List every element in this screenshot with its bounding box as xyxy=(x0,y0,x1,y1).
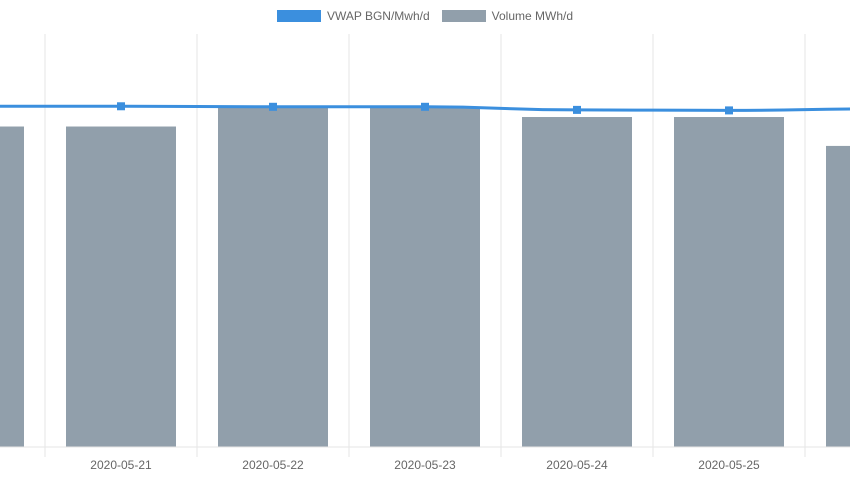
vwap-line xyxy=(0,102,850,115)
bar-volume[interactable] xyxy=(0,126,24,448)
bar-volume[interactable] xyxy=(370,106,480,448)
point-vwap[interactable] xyxy=(117,102,125,111)
legend-label-vwap: VWAP BGN/Mwh/d xyxy=(326,9,430,23)
x-axis: 2020-05-202020-05-212020-05-222020-05-23… xyxy=(0,446,850,472)
grid-lines xyxy=(44,34,806,457)
point-vwap[interactable] xyxy=(725,106,733,115)
legend-item-volume[interactable]: Volume MWh/d xyxy=(441,9,574,23)
bar-volume[interactable] xyxy=(522,117,632,447)
legend-swatch-vwap xyxy=(276,10,321,22)
bar-volume[interactable] xyxy=(218,106,328,448)
point-vwap[interactable] xyxy=(421,102,429,111)
bar-volume[interactable] xyxy=(826,145,850,447)
bar-volume[interactable] xyxy=(66,126,176,448)
legend-label-volume: Volume MWh/d xyxy=(491,9,574,23)
point-vwap[interactable] xyxy=(269,102,277,111)
x-tick-label: 2020-05-23 xyxy=(394,458,456,472)
chart-legend: VWAP BGN/Mwh/d Volume MWh/d xyxy=(0,6,850,26)
x-tick-label: 2020-05-21 xyxy=(90,458,152,472)
x-tick-label: 2020-05-22 xyxy=(242,458,304,472)
x-tick-label: 2020-05-24 xyxy=(546,458,608,472)
legend-swatch-volume xyxy=(441,10,486,22)
point-vwap[interactable] xyxy=(573,105,581,114)
legend-item-vwap[interactable]: VWAP BGN/Mwh/d xyxy=(276,9,430,23)
bars xyxy=(0,106,850,448)
x-tick-label: 2020-05-25 xyxy=(698,458,760,472)
bar-volume[interactable] xyxy=(674,117,784,447)
